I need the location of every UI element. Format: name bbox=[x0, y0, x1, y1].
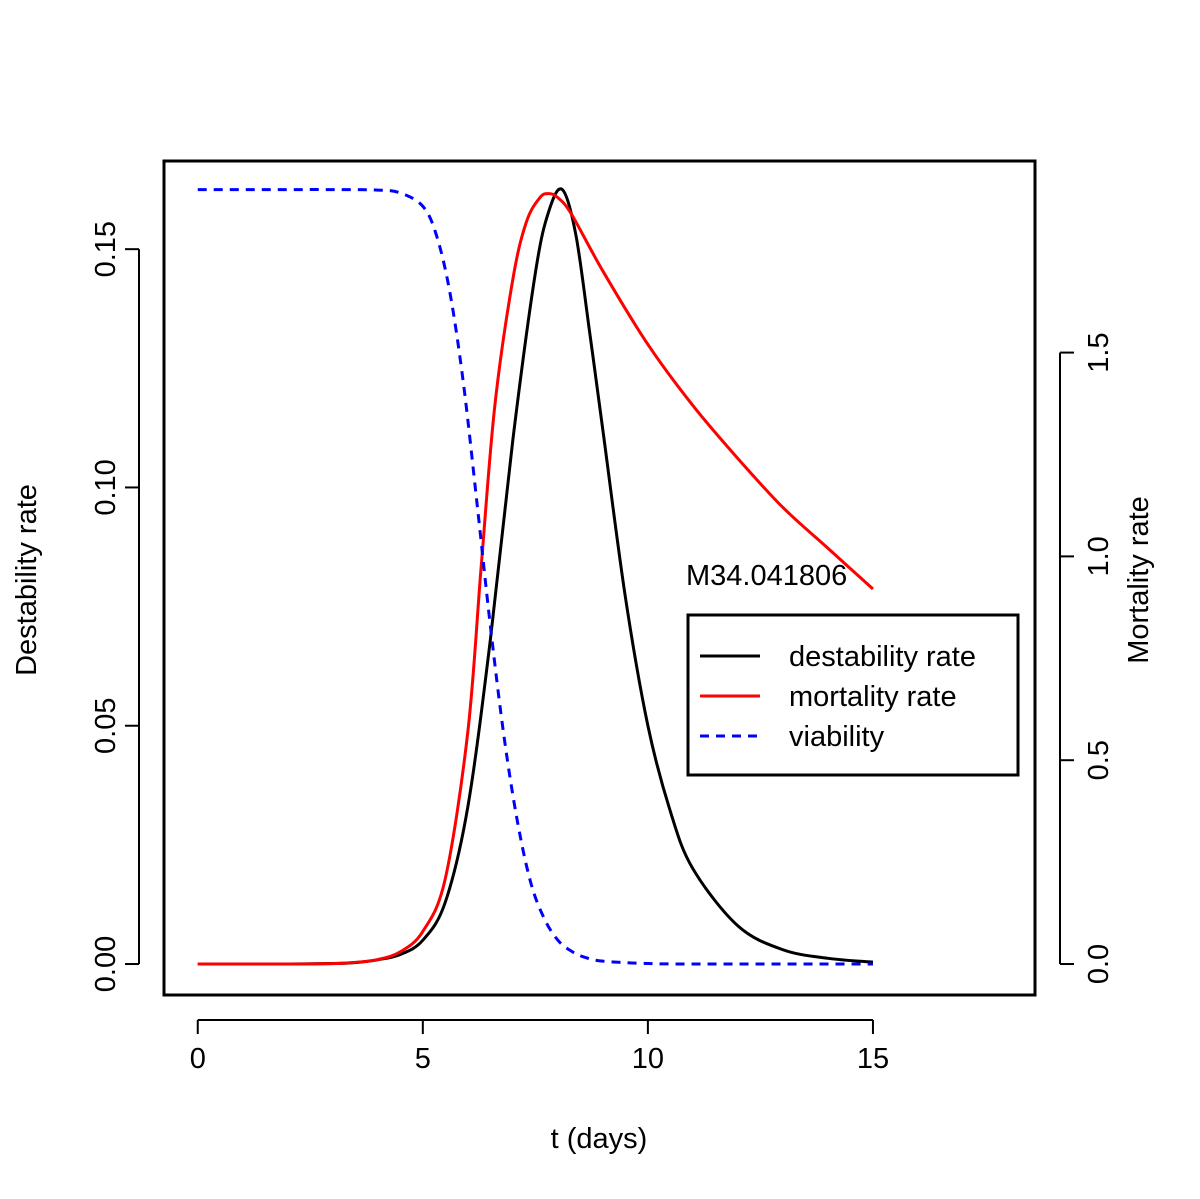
y-tick-label-left: 0.15 bbox=[90, 221, 122, 277]
y-axis-title-right: Mortality rate bbox=[1123, 496, 1155, 664]
x-tick-label: 15 bbox=[857, 1043, 889, 1075]
legend-label-mortality-rate: mortality rate bbox=[789, 681, 957, 713]
axes-layer: 0 5 10 15 0.00 0.05 0.10 0.15 0.0 0.5 1.0 1.5 bbox=[90, 221, 1115, 1075]
y-tick-label-right: 1.0 bbox=[1083, 536, 1115, 576]
x-tick-label: 0 bbox=[190, 1043, 206, 1075]
series-line-mortality-rate bbox=[197, 192, 874, 966]
x-tick-label: 5 bbox=[415, 1043, 431, 1075]
y-tick-label-left: 0.10 bbox=[90, 459, 122, 515]
y-tick-label-right: 0.0 bbox=[1083, 944, 1115, 984]
y-tick-label-right: 1.5 bbox=[1083, 332, 1115, 372]
legend: destability rate mortality rate viability bbox=[686, 613, 1020, 777]
y-tick-label-right: 0.5 bbox=[1083, 740, 1115, 780]
y-axis-title-left: Destability rate bbox=[11, 484, 43, 676]
legend-label-viability: viability bbox=[789, 721, 885, 753]
series-layer bbox=[197, 187, 874, 966]
series-line-viability bbox=[197, 188, 873, 966]
chart-annotation: M34.041806 bbox=[686, 560, 847, 592]
legend-label-destability-rate: destability rate bbox=[789, 641, 976, 673]
x-tick-label: 10 bbox=[632, 1043, 664, 1075]
x-axis-title: t (days) bbox=[551, 1123, 648, 1155]
y-tick-label-left: 0.05 bbox=[90, 698, 122, 754]
plot-frame bbox=[162, 159, 1037, 997]
y-tick-label-left: 0.00 bbox=[90, 936, 122, 992]
